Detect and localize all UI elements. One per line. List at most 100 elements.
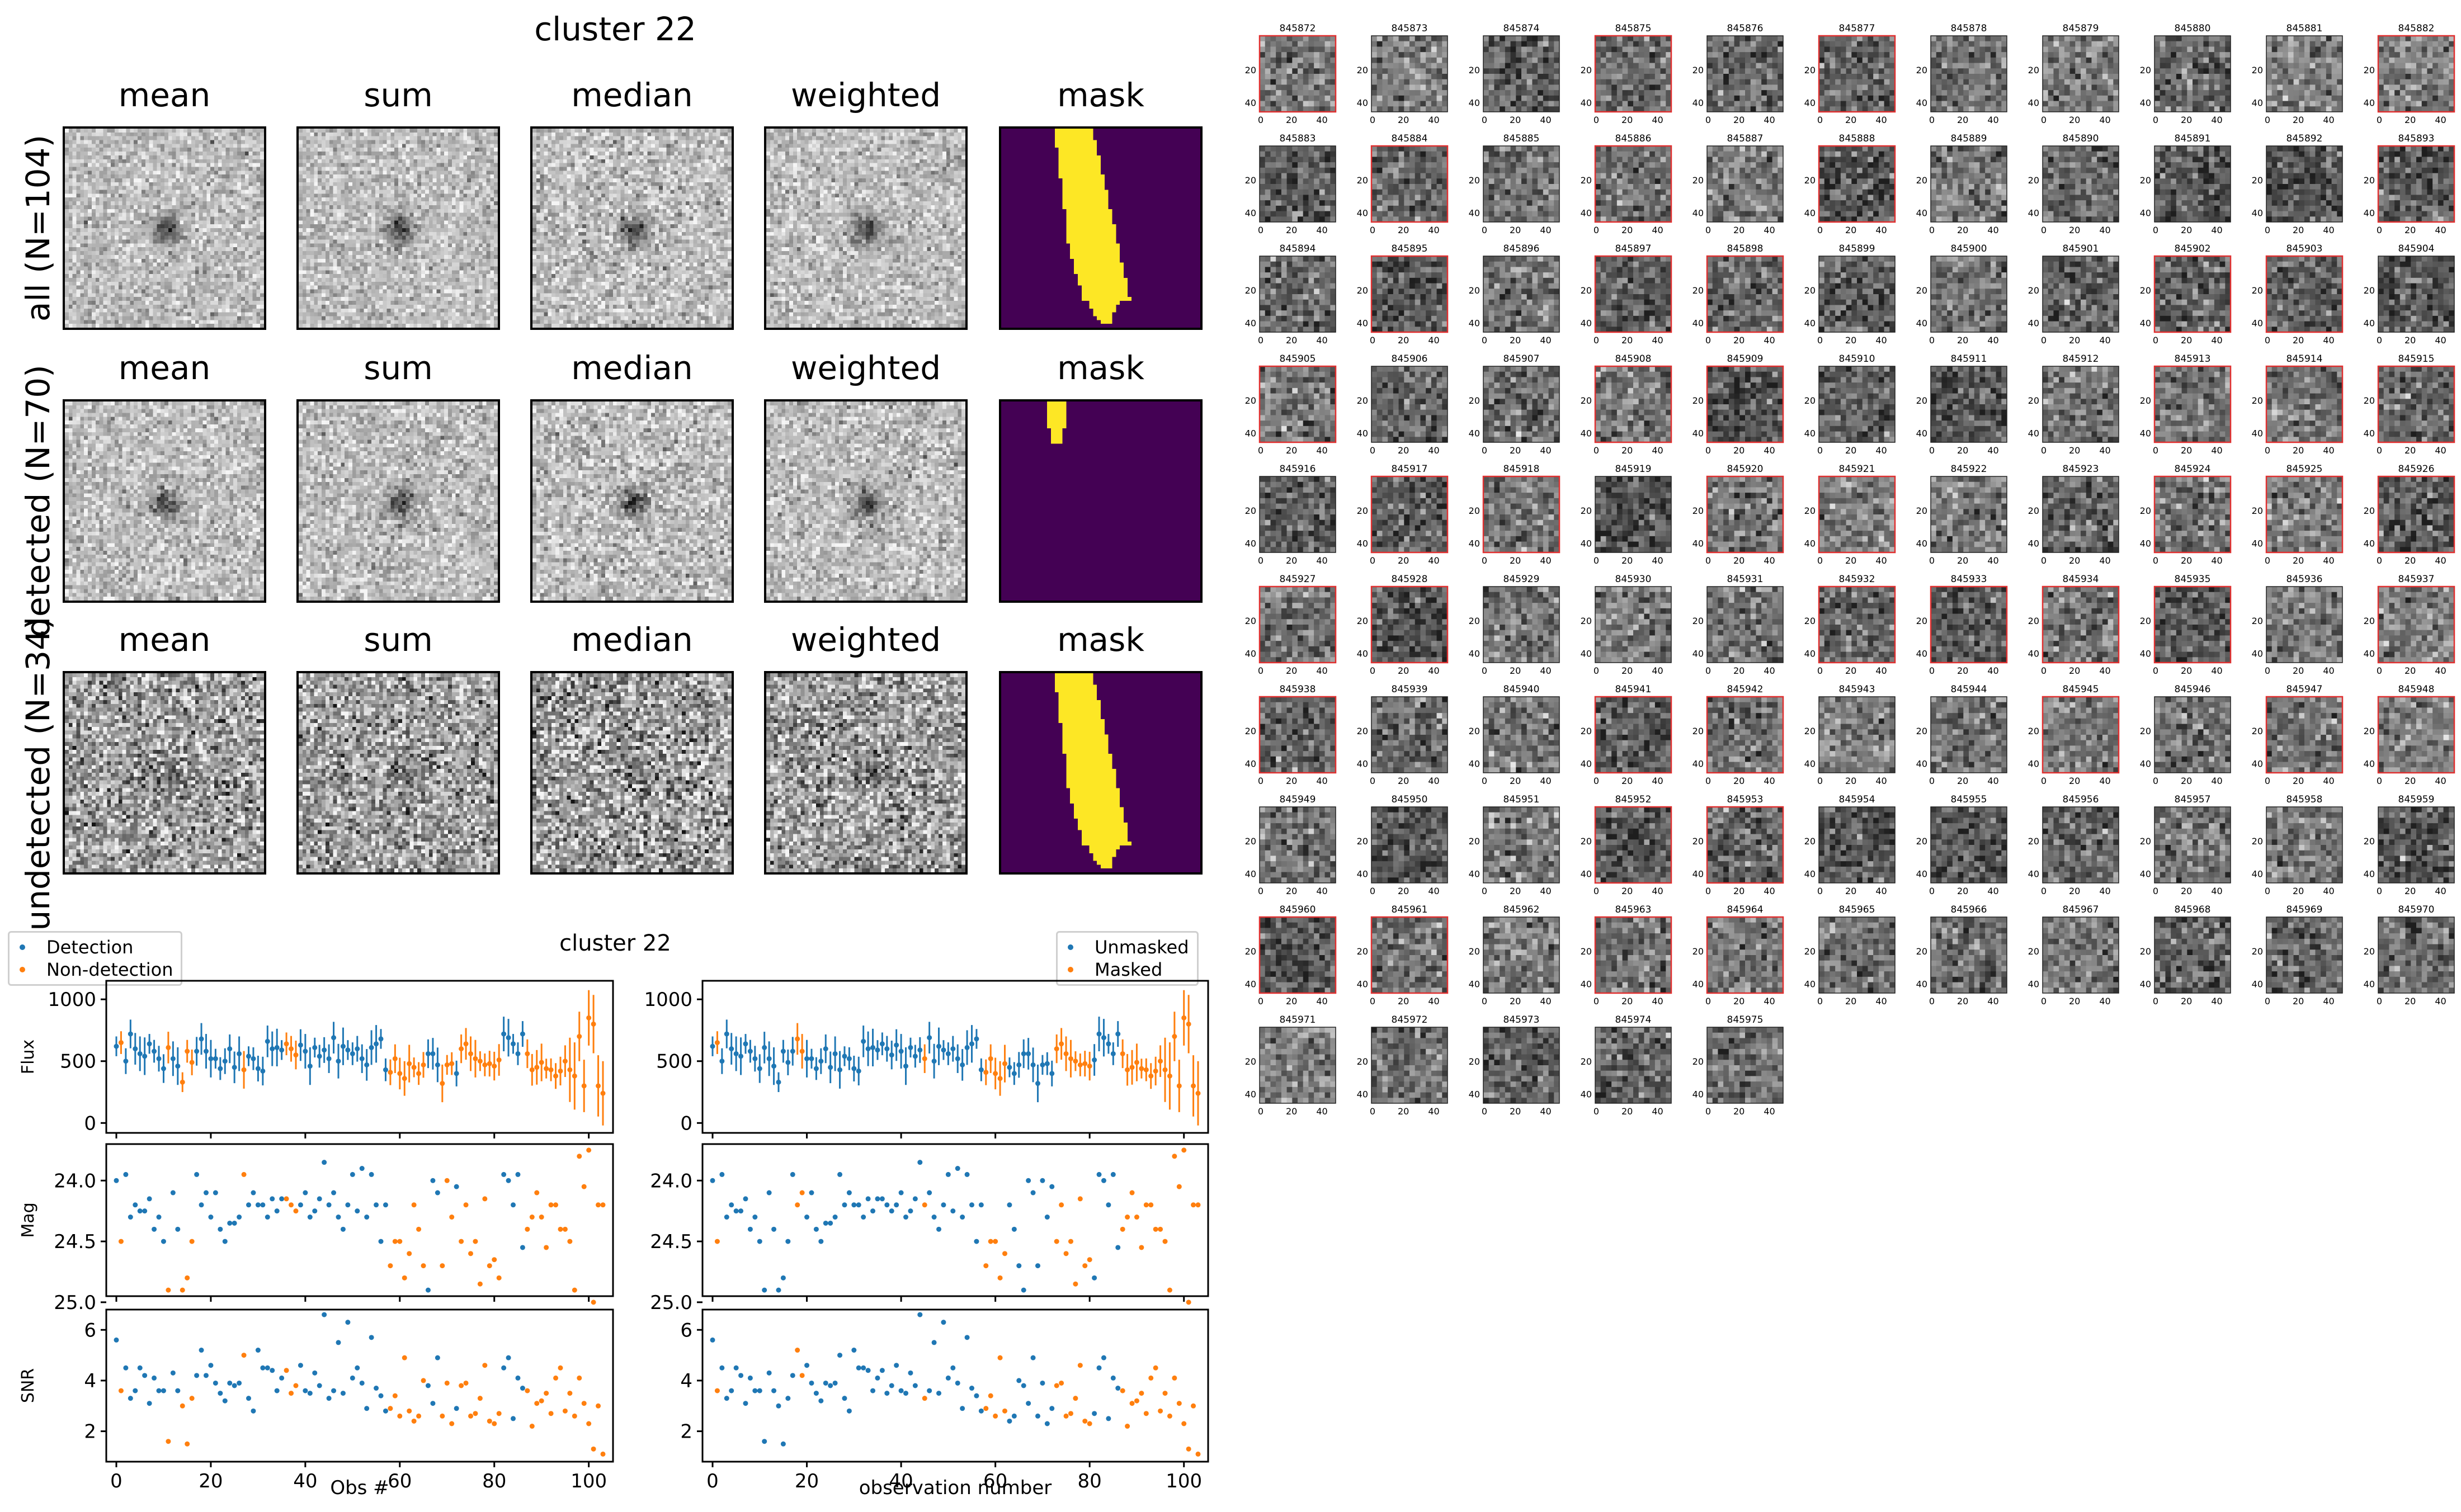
thumbnail-pixel [1404,216,1410,223]
thumbnail-pixel [1985,162,1991,168]
thumbnail-pixel [1654,74,1661,80]
thumbnail-pixel [2001,189,2007,195]
thumbnail-pixel [1292,68,1298,74]
thumbnail-pixel [2394,63,2401,69]
thumbnail-pixel [1595,200,1601,206]
thumbnail-pixel [1990,195,1997,201]
thumbnail-pixel [1276,157,1282,163]
thumbnail-pixel [2198,106,2204,112]
thumbnail-pixel [1314,84,1320,91]
thumbnail-pixel [2059,95,2065,102]
thumbnail-pixel [1878,173,1885,179]
thumbnail-pixel [2405,95,2411,102]
thumbnail-pixel [1889,216,1896,223]
thumbnail-pixel [1712,205,1718,212]
thumbnail-pixel [1638,162,1644,168]
thumbnail-pixel [1415,146,1421,152]
thumbnail-pixel [1750,216,1756,223]
thumbnail-pixel [1319,162,1326,168]
thumbnail-pixel [1286,162,1293,168]
data-point [529,1067,535,1072]
thumbnail-pixel [2001,84,2007,91]
thumbnail-y-tick-label: 20 [1245,65,1256,75]
thumbnail-pixel [1260,74,1266,80]
thumbnail-pixel [2411,57,2417,64]
thumbnail-pixel [1712,173,1718,179]
thumbnail-pixel [1420,46,1426,53]
thumbnail-pixel [1281,90,1288,96]
thumbnail-pixel [2209,167,2215,174]
thumbnail-pixel [1324,178,1331,185]
thumbnail-pixel [1382,162,1388,168]
thumbnail-pixel [2108,162,2114,168]
thumbnail-pixel [1281,74,1288,80]
thumbnail-pixel [1649,200,1656,206]
thumbnail-pixel [1611,173,1618,179]
thumbnail-pixel [2337,74,2343,80]
thumbnail-pixel [1857,36,1863,42]
thumbnail-pixel [1712,162,1718,168]
data-point [355,1046,360,1052]
thumbnail-pixel [1835,84,1841,91]
thumbnail-pixel [1819,79,1825,85]
thumbnail-pixel [2086,216,2092,223]
thumbnail-pixel [1756,101,1762,107]
thumbnail-x-tick-label: 20 [1957,225,1968,235]
thumbnail-pixel [1824,63,1830,69]
thumbnail-pixel [2176,46,2182,53]
thumbnail-pixel [2181,157,2187,163]
thumbnail-pixel [1398,74,1404,80]
thumbnail-pixel [1889,36,1896,42]
data-point [440,1413,445,1419]
thumbnail-pixel [1505,195,1511,201]
thumbnail-pixel [1505,74,1511,80]
thumbnail-pixel [1712,90,1718,96]
thumbnail-pixel [2383,52,2389,58]
thumbnail-pixel [1494,173,1500,179]
data-point [142,1208,148,1214]
thumbnail-pixel [2001,200,2007,206]
thumbnail-pixel [1500,63,1506,69]
thumbnail-pixel [1382,63,1388,69]
thumbnail-pixel [2154,184,2161,190]
thumbnail-pixel [1952,195,1959,201]
thumbnail-pixel [1840,157,1847,163]
thumbnail-pixel [1985,74,1991,80]
thumbnail-pixel [1654,216,1661,223]
thumbnail-pixel [2069,95,2076,102]
thumbnail-title: 845875 [1615,23,1652,34]
data-point [246,1053,252,1059]
thumbnail-pixel [1723,184,1729,190]
thumbnail-pixel [1745,68,1751,74]
thumbnail-pixel [1835,95,1841,102]
data-point [931,1215,937,1220]
thumbnail-pixel [1728,63,1735,69]
thumbnail-pixel [1538,173,1544,179]
thumbnail-pixel [2171,173,2177,179]
thumbnail-pixel [2193,36,2199,42]
data-point [581,1083,587,1089]
thumbnail-pixel [1616,90,1623,96]
thumbnail-pixel [1745,95,1751,102]
thumbnail-title: 845889 [1951,133,1987,144]
thumbnail-pixel [1873,90,1879,96]
thumbnail-pixel [1548,90,1554,96]
thumbnail-pixel [1969,157,1975,163]
column-label-weighted: weighted [762,77,970,113]
thumbnail-pixel [1319,151,1326,157]
thumbnail-pixel [2187,167,2193,174]
thumbnail-pixel [1532,146,1538,152]
thumbnail-pixel [1436,52,1442,58]
data-point [440,1263,445,1269]
thumbnail-pixel [2198,157,2204,163]
thumbnail-pixel [1712,157,1718,163]
thumbnail-pixel [2193,95,2199,102]
thumbnail-pixel [2378,52,2384,58]
thumbnail-pixel [2154,57,2161,64]
thumbnail-pixel [1756,205,1762,212]
thumbnail-pixel [1963,57,1969,64]
thumbnail-pixel [2203,52,2209,58]
data-point [558,1365,563,1371]
thumbnail-pixel [1819,41,1825,47]
thumbnail-pixel [2097,57,2103,64]
